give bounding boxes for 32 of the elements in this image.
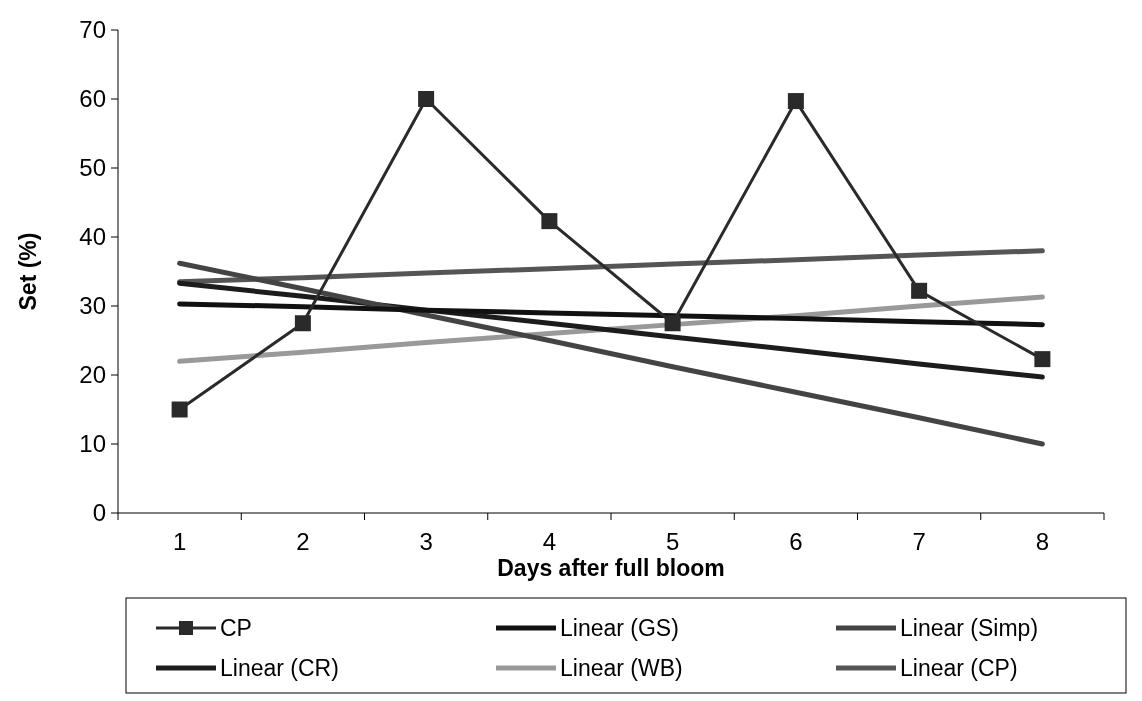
point bbox=[787, 93, 804, 110]
y-tick-label: 40 bbox=[79, 223, 106, 251]
point bbox=[664, 315, 681, 332]
point bbox=[171, 401, 188, 418]
point bbox=[1034, 351, 1051, 368]
y-tick-label: 30 bbox=[79, 292, 106, 320]
legend-label: Linear (WB) bbox=[560, 655, 683, 682]
y-axis-title: Set (%) bbox=[15, 232, 41, 311]
y-tick-label: 60 bbox=[79, 85, 106, 113]
legend-label: Linear (CR) bbox=[220, 655, 339, 682]
point bbox=[294, 315, 311, 332]
legend-label: Linear (CP) bbox=[900, 655, 1018, 682]
x-tick-label: 1 bbox=[172, 528, 187, 555]
x-tick-label: 2 bbox=[296, 528, 310, 555]
y-tick-label: 50 bbox=[79, 154, 106, 182]
x-tick-label: 8 bbox=[1035, 528, 1050, 555]
legend-label: Linear (Simp) bbox=[900, 615, 1039, 642]
x-tick-label: 4 bbox=[542, 528, 557, 555]
y-tick-label: 10 bbox=[79, 430, 106, 458]
point bbox=[911, 282, 928, 299]
x-tick-label: 3 bbox=[419, 528, 433, 555]
legend-label: Linear (GS) bbox=[560, 615, 679, 642]
y-tick-label: 20 bbox=[79, 361, 106, 389]
legend-label: CP bbox=[220, 615, 252, 642]
y-tick-label: 70 bbox=[79, 16, 106, 44]
y-tick-label: 0 bbox=[92, 499, 106, 527]
x-tick-label: 5 bbox=[665, 528, 680, 555]
point bbox=[541, 213, 558, 230]
x-tick-label: 7 bbox=[912, 528, 926, 555]
point bbox=[418, 91, 435, 107]
x-tick-label: 6 bbox=[789, 528, 803, 555]
x-axis-title: Days after full bloom bbox=[497, 555, 725, 581]
